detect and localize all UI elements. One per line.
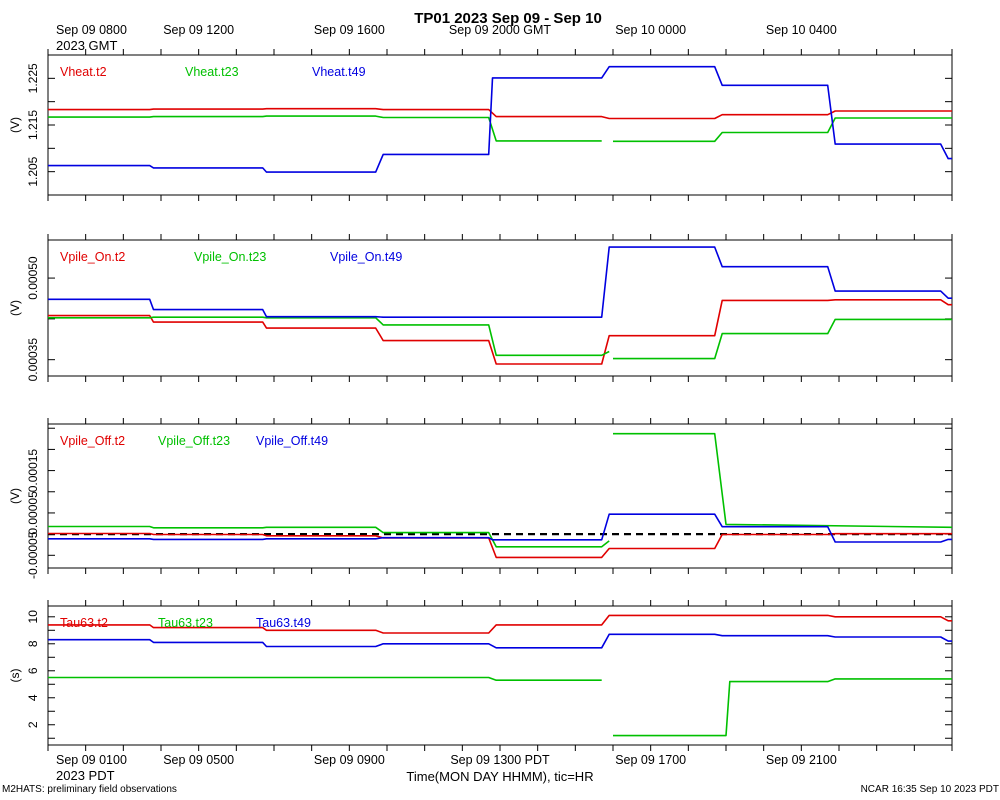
bottom-axis-sublabel: 2023 PDT: [56, 768, 115, 783]
y-axis-label: (V): [8, 117, 22, 133]
y-tick-label: -0.00005: [26, 531, 40, 579]
top-axis-tick-label: Sep 09 2000 GMT: [449, 23, 552, 37]
y-tick-label: 10: [26, 610, 40, 624]
footer-note: M2HATS: preliminary field observations: [2, 784, 177, 795]
panel-vpile_on: 0.00035 0.00050 (V) Vpile_On.t2 Vpile_On.t23…: [8, 234, 953, 382]
y-tick-label: 8: [26, 640, 40, 647]
y-tick-label: 1.205: [26, 156, 40, 186]
chart-title: TP01 2023 Sep 09 - Sep 10: [414, 10, 602, 27]
y-axis-label: (V): [8, 488, 22, 504]
legend-vpile-off-t2: Vpile_Off.t2: [60, 434, 125, 448]
y-tick-label: 0.00035: [26, 338, 40, 382]
y-axis-label: (s): [8, 669, 22, 683]
panel-vheat: 1.205 1.215 1.225 (V) Vheat.t2 Vheat.t23 Vheat…: [8, 49, 953, 201]
legend-tau63-t2: Tau63.t2: [60, 616, 108, 630]
series-line-tau63-t2: [48, 614, 952, 634]
legend-vpile-on-t2: Vpile_On.t2: [60, 250, 125, 264]
top-axis-tick-label: Sep 09 1600: [314, 23, 385, 37]
bottom-axis-tick-label: Sep 09 0900: [314, 753, 385, 767]
y-tick-label: 2: [26, 721, 40, 728]
series-line-tau63-t23: [48, 676, 952, 737]
legend-vpile-on-t23: Vpile_On.t23: [194, 250, 266, 264]
y-tick-label: 0.00015: [26, 449, 40, 493]
bottom-axis-tick-label: Sep 09 1700: [615, 753, 686, 767]
y-tick-label: 6: [26, 667, 40, 674]
series-line-vheat-t2: [48, 107, 952, 120]
bottom-axis-tick-label: Sep 09 1300 PDT: [450, 753, 550, 767]
legend-vheat-t49: Vheat.t49: [312, 65, 366, 79]
series-line-vpile-off-t23: [48, 432, 953, 548]
top-axis-tick-label: Sep 10 0400: [766, 23, 837, 37]
legend-vpile-on-t49: Vpile_On.t49: [330, 250, 402, 264]
series-line-vheat-t23: [48, 115, 952, 143]
series-line-vpile-off-t49: [48, 513, 952, 543]
series-line-vpile-off-t2: [48, 532, 952, 559]
panel-frame: [47, 54, 953, 196]
top-axis-tick-label: Sep 10 0000: [615, 23, 686, 37]
y-tick-label: 1.225: [26, 63, 40, 93]
y-axis-label: (V): [8, 300, 22, 316]
series-line-vpile-on-t49: [48, 246, 952, 318]
series-line-vpile-on-t23: [48, 316, 952, 360]
legend-vheat-t23: Vheat.t23: [185, 65, 239, 79]
series-line-tau63-t49: [48, 633, 952, 649]
top-axis-tick-label: Sep 09 0800: [56, 23, 127, 37]
legend-tau63-t49: Tau63.t49: [256, 616, 311, 630]
legend-tau63-t23: Tau63.t23: [158, 616, 213, 630]
legend-vpile-off-t23: Vpile_Off.t23: [158, 434, 230, 448]
y-tick-label: 4: [26, 694, 40, 701]
y-tick-label: 0.00005: [26, 491, 40, 535]
legend-vpile-off-t49: Vpile_Off.t49: [256, 434, 328, 448]
series-line-vpile-on-t2: [48, 299, 952, 365]
series-line-vheat-t49: [48, 65, 952, 173]
x-axis-label: Time(MON DAY HHMM), tic=HR: [406, 769, 593, 784]
bottom-axis-tick-label: Sep 09 0100: [56, 753, 127, 767]
panel-tau63: 2 4 6 8 10 (s) Tau63.t2 Tau63.t23 Tau63.t49: [8, 600, 953, 751]
top-axis-tick-label: Sep 09 1200: [163, 23, 234, 37]
y-tick-label: 1.215: [26, 110, 40, 140]
footer-timestamp: NCAR 16:35 Sep 10 2023 PDT: [861, 784, 999, 795]
y-tick-label: 0.00050: [26, 256, 40, 300]
panels: 1.205 1.215 1.225 (V) Vheat.t2 Vheat.t23 Vheat…: [8, 23, 953, 767]
bottom-axis-tick-label: Sep 09 2100: [766, 753, 837, 767]
legend-vheat-t2: Vheat.t2: [60, 65, 107, 79]
bottom-axis-tick-label: Sep 09 0500: [163, 753, 234, 767]
top-axis-sublabel: 2023 GMT: [56, 38, 117, 53]
